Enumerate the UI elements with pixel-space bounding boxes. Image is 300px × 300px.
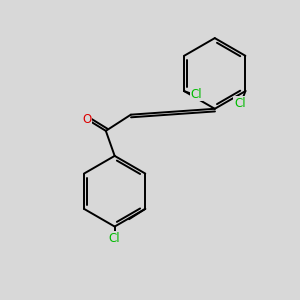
Text: Cl: Cl: [109, 232, 121, 245]
Text: Cl: Cl: [191, 88, 203, 100]
Text: O: O: [82, 112, 91, 126]
Text: Cl: Cl: [234, 97, 246, 110]
